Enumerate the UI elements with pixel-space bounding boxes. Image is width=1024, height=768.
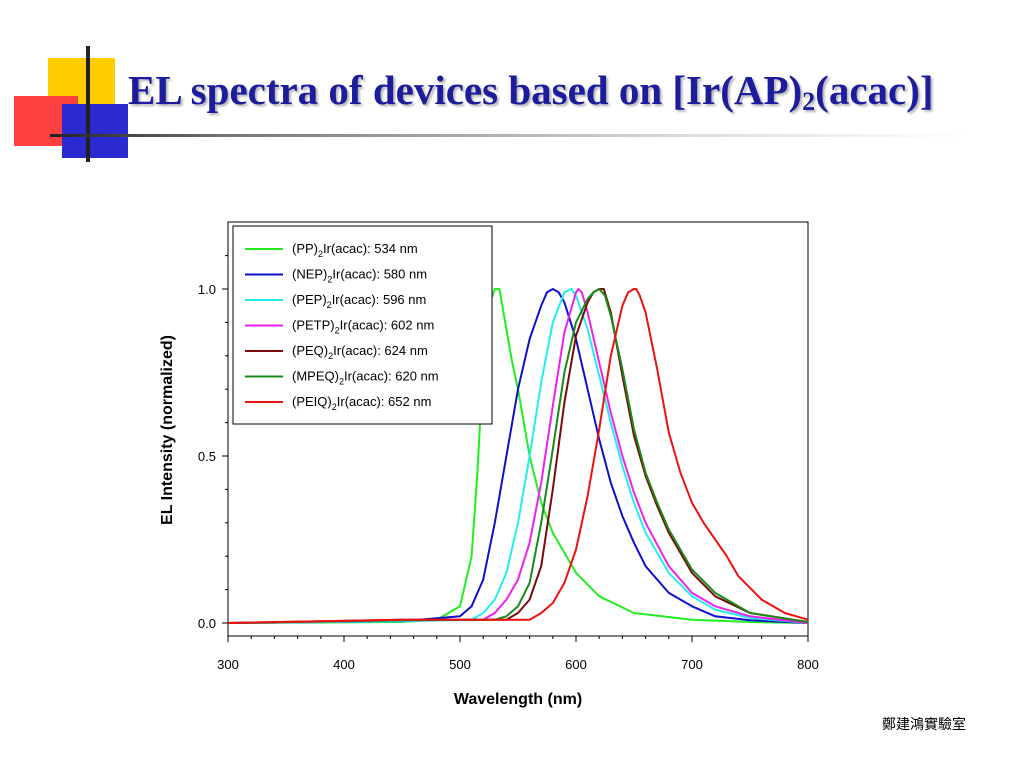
series-line-7 (227, 288, 809, 624)
x-axis-label: Wavelength (nm) (454, 691, 582, 708)
series-line-6 (227, 288, 809, 624)
x-tick-label: 600 (565, 657, 587, 672)
legend-label: (PP)2Ir(acac): 534 nm (292, 241, 418, 259)
series-line-4 (227, 288, 809, 624)
x-tick-label: 400 (333, 657, 355, 672)
y-tick-label: 0.5 (198, 449, 216, 464)
axis-ticks: 300 400 500 600 700 800 0.0 0.5 1.0 (198, 255, 819, 672)
series-lines (227, 288, 809, 624)
deco-blue-square (62, 104, 128, 158)
x-tick-label: 500 (449, 657, 471, 672)
legend-label: (PEIQ)2Ir(acac): 652 nm (292, 394, 431, 412)
legend-label: (MPEQ)2Ir(acac): 620 nm (292, 369, 439, 387)
x-tick-label: 800 (797, 657, 819, 672)
y-tick-label: 1.0 (198, 282, 216, 297)
legend-label: (PEQ)2Ir(acac): 624 nm (292, 343, 428, 361)
deco-horizontal-line (50, 134, 970, 137)
series-line-1 (227, 288, 809, 624)
legend: (PP)2Ir(acac): 534 nm (NEP)2Ir(acac): 580… (245, 241, 439, 412)
plot-frame (227, 221, 809, 637)
slide-title: EL spectra of devices based on [Ir(AP)2(… (128, 67, 934, 116)
x-tick-label: 300 (217, 657, 239, 672)
deco-vertical-line (86, 46, 90, 162)
series-line-3 (227, 288, 809, 624)
lab-footer: 鄭建鴻實驗室 (882, 717, 966, 733)
y-tick-label: 0.0 (198, 616, 216, 631)
x-tick-label: 700 (681, 657, 703, 672)
legend-label: (PEP)2Ir(acac): 596 nm (292, 292, 426, 310)
y-axis-label: EL Intensity (normalized) (159, 335, 176, 525)
legend-label: (PETP)2Ir(acac): 602 nm (292, 318, 434, 336)
legend-label: (NEP)2Ir(acac): 580 nm (292, 267, 427, 285)
